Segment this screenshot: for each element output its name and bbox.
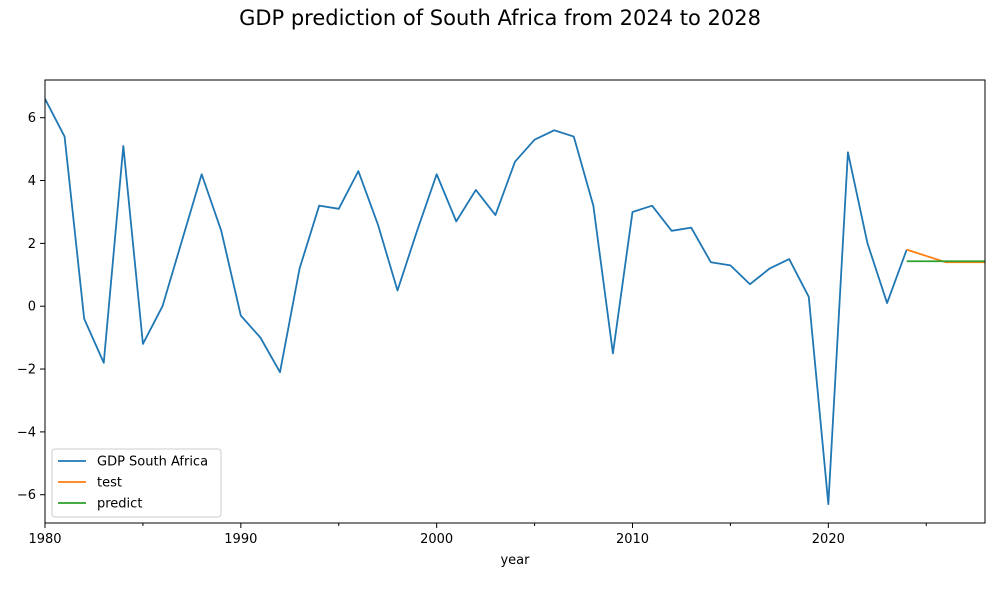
x-axis-label: year — [500, 553, 530, 568]
x-tick-label: 1980 — [28, 532, 61, 547]
y-tick-label: −2 — [17, 363, 36, 378]
series-line-test — [906, 248, 985, 264]
y-tick-label: 2 — [28, 237, 36, 252]
y-tick-label: −6 — [17, 488, 36, 503]
x-axis-ticks: 1980 1990 2000 2010 2020 — [28, 523, 927, 547]
x-tick-label: 2000 — [420, 532, 453, 547]
legend-box — [51, 448, 222, 518]
legend-label: test — [97, 476, 122, 491]
y-tick-label: 6 — [28, 111, 36, 126]
x-tick-label: 2020 — [812, 532, 845, 547]
x-tick-label: 2010 — [616, 532, 649, 547]
y-tick-label: 4 — [28, 174, 36, 189]
plot-lines — [45, 98, 985, 506]
y-axis-ticks: −6 −4 −2 0 2 4 6 — [17, 111, 45, 503]
legend: GDP South Africa test predict — [51, 448, 222, 518]
axes-frame — [44, 79, 986, 524]
chart-title: GDP prediction of South Africa from 2024… — [239, 6, 761, 30]
y-tick-label: −4 — [17, 425, 36, 440]
legend-label: predict — [97, 497, 142, 512]
series-line-gdp-south-africa — [45, 98, 908, 506]
legend-label: GDP South Africa — [97, 455, 208, 470]
x-tick-label: 1990 — [224, 532, 257, 547]
y-tick-label: 0 — [28, 300, 36, 315]
